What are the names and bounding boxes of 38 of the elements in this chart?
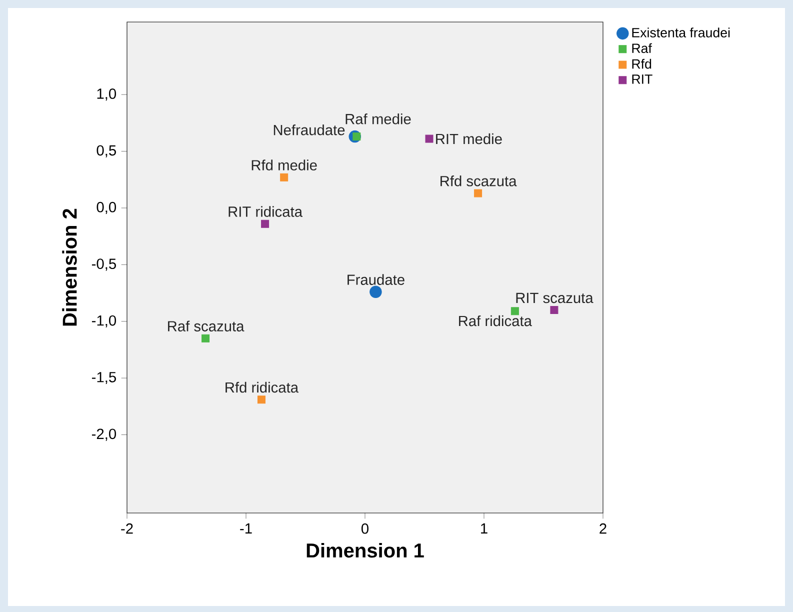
point xyxy=(280,173,288,182)
x-axis-title: Dimension 1 xyxy=(306,542,424,558)
annotation: Raf ridicata xyxy=(459,315,532,326)
x-tick-label: -2 xyxy=(121,523,133,534)
annotation: Nefraudate xyxy=(274,124,345,136)
annotation: RIT scazuta xyxy=(516,292,594,304)
annotation: RIT ridicata xyxy=(228,206,303,217)
x-tick-label: 2 xyxy=(600,523,606,534)
annotation: Raf scazuta xyxy=(168,320,244,332)
point xyxy=(474,189,482,198)
y-tick-label: 1,0 xyxy=(97,88,116,101)
legend-label: Rfd xyxy=(632,58,652,69)
x-tick-label: -1 xyxy=(240,523,252,534)
annotation: Rfd medie xyxy=(252,160,317,170)
x-tick-label: 1 xyxy=(481,523,488,534)
legend-label: Existenta fraudei xyxy=(632,28,730,38)
annotation: Raf medie xyxy=(346,113,411,124)
point xyxy=(425,134,434,143)
annotation: RIT medie xyxy=(436,133,502,144)
y-tick-label: 0,5 xyxy=(96,145,116,158)
legend-label: RIT xyxy=(632,74,652,84)
point xyxy=(510,307,519,316)
annotation: Rfd ridicata xyxy=(226,382,299,393)
y-tick-label: -1,0 xyxy=(92,315,116,328)
x-tick-label: 0 xyxy=(361,523,368,534)
y-tick-label: -0,5 xyxy=(92,258,116,271)
annotation: Fraudate xyxy=(348,274,404,285)
y-tick-label: 0,0 xyxy=(96,202,116,214)
point xyxy=(261,220,270,228)
y-axis-title: Dimension 2 xyxy=(62,208,77,326)
point xyxy=(550,306,558,314)
point xyxy=(257,396,266,404)
y-tick-label: -2,0 xyxy=(92,428,116,441)
annotation: Rfd scazuta xyxy=(440,176,517,186)
point xyxy=(370,286,382,298)
legend-label: Raf xyxy=(632,43,652,54)
y-tick-label: -1,5 xyxy=(92,372,116,384)
point xyxy=(202,334,210,342)
